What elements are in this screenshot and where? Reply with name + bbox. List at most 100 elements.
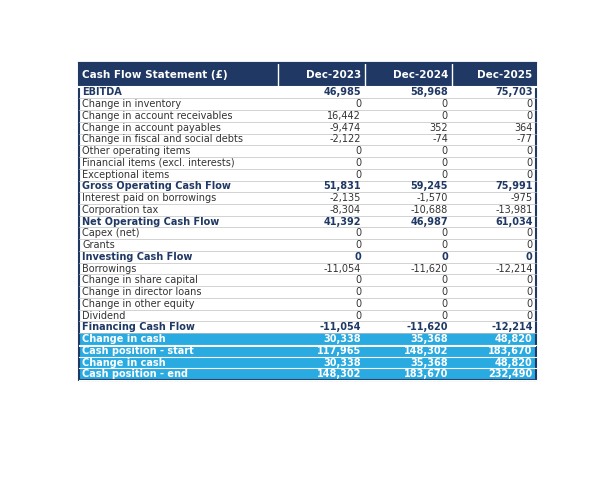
Text: 0: 0 [355,240,361,250]
Text: 0: 0 [442,111,448,121]
Text: 48,820: 48,820 [495,358,533,368]
Text: 61,034: 61,034 [495,216,533,226]
Text: Change in inventory: Change in inventory [82,99,182,109]
Text: Change in fiscal and social debts: Change in fiscal and social debts [82,134,244,144]
Text: 183,670: 183,670 [404,370,448,380]
Text: Exceptional items: Exceptional items [82,170,170,179]
Text: 0: 0 [442,276,448,285]
Text: Borrowings: Borrowings [82,264,137,274]
Bar [79,356,536,368]
Text: Change in director loans: Change in director loans [82,287,202,297]
Text: 0: 0 [526,111,533,121]
Bar [79,286,536,298]
Text: EBITDA: EBITDA [82,88,122,98]
Text: 0: 0 [442,158,448,168]
Text: 0: 0 [442,146,448,156]
Text: 0: 0 [442,170,448,179]
Text: 46,985: 46,985 [323,88,361,98]
Text: 0: 0 [442,228,448,238]
Text: 0: 0 [354,252,361,262]
Text: 46,987: 46,987 [410,216,448,226]
Bar [79,146,536,157]
Text: 0: 0 [526,310,533,320]
Text: 41,392: 41,392 [323,216,361,226]
Text: -975: -975 [511,193,533,203]
Text: 0: 0 [526,228,533,238]
Bar [79,63,278,86]
Bar [79,86,536,99]
Text: -77: -77 [517,134,533,144]
Text: 352: 352 [430,122,448,132]
Text: Change in account receivables: Change in account receivables [82,111,233,121]
Text: -2,135: -2,135 [329,193,361,203]
Text: 0: 0 [355,310,361,320]
Text: Cash Flow Statement (£): Cash Flow Statement (£) [82,70,228,80]
Text: 58,968: 58,968 [410,88,448,98]
Bar [365,63,452,86]
Bar [79,180,536,192]
Text: Dividend: Dividend [82,310,126,320]
Text: 0: 0 [441,252,448,262]
Text: -13,981: -13,981 [496,205,533,215]
Bar [79,345,536,356]
Text: 0: 0 [355,170,361,179]
Text: 0: 0 [355,299,361,309]
Text: -8,304: -8,304 [330,205,361,215]
Text: 48,820: 48,820 [495,334,533,344]
Bar [79,63,536,380]
Bar [79,157,536,169]
Bar [79,345,536,347]
Text: Corporation tax: Corporation tax [82,205,158,215]
Text: Change in share capital: Change in share capital [82,276,198,285]
Text: 364: 364 [514,122,533,132]
Text: 0: 0 [442,240,448,250]
Text: Other operating items: Other operating items [82,146,191,156]
Text: Change in cash: Change in cash [82,358,166,368]
Text: 75,991: 75,991 [495,182,533,192]
Text: -1,570: -1,570 [416,193,448,203]
Text: Dec-2025: Dec-2025 [478,70,533,80]
Text: 0: 0 [526,299,533,309]
Text: Financing Cash Flow: Financing Cash Flow [82,322,195,332]
Bar [79,228,536,239]
Text: 232,490: 232,490 [488,370,533,380]
Text: 30,338: 30,338 [323,358,361,368]
Text: 0: 0 [355,228,361,238]
Text: 0: 0 [526,146,533,156]
Bar [79,98,536,110]
Text: 148,302: 148,302 [404,346,448,356]
Text: 0: 0 [526,276,533,285]
Text: Grants: Grants [82,240,115,250]
Text: 0: 0 [355,276,361,285]
Text: -74: -74 [432,134,448,144]
Bar [79,134,536,145]
Text: 35,368: 35,368 [410,334,448,344]
Text: -10,688: -10,688 [411,205,448,215]
Text: 0: 0 [355,287,361,297]
Bar [79,322,536,333]
Text: 0: 0 [355,146,361,156]
Text: -11,054: -11,054 [323,264,361,274]
Text: 0: 0 [442,99,448,109]
Bar [79,262,536,274]
Bar [79,368,536,380]
Bar [79,169,536,180]
Text: 0: 0 [442,310,448,320]
Text: -2,122: -2,122 [329,134,361,144]
Bar [79,239,536,251]
Bar [79,110,536,122]
Text: Net Operating Cash Flow: Net Operating Cash Flow [82,216,220,226]
Bar [79,204,536,216]
Text: Dec-2024: Dec-2024 [392,70,448,80]
Bar [79,298,536,310]
Text: 30,338: 30,338 [323,334,361,344]
Text: 0: 0 [526,240,533,250]
Bar [79,192,536,204]
Text: Financial items (excl. interests): Financial items (excl. interests) [82,158,235,168]
Text: 183,670: 183,670 [488,346,533,356]
Bar [452,63,536,86]
Text: Gross Operating Cash Flow: Gross Operating Cash Flow [82,182,231,192]
Text: 51,831: 51,831 [323,182,361,192]
Bar [79,310,536,322]
Text: 0: 0 [526,99,533,109]
